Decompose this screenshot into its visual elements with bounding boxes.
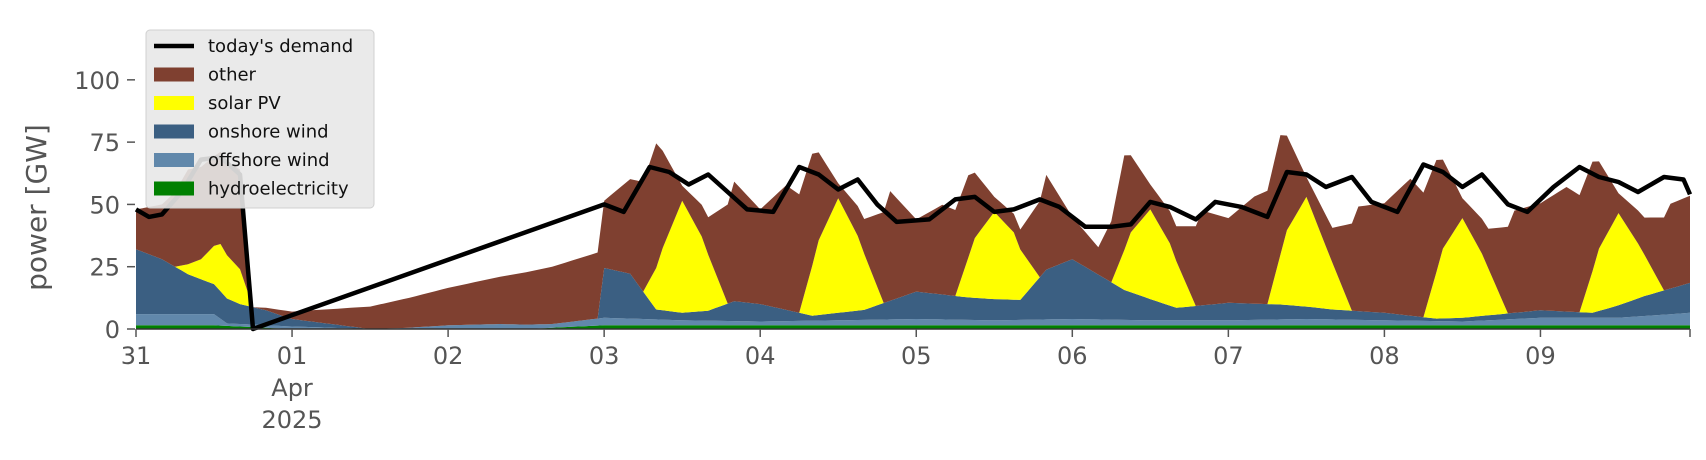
legend: today's demand other solar PV onshore wind o… — [145, 29, 375, 209]
area-other — [136, 135, 1690, 329]
stacked-areas — [136, 135, 1690, 329]
area-onshore-wind — [136, 249, 1690, 329]
y-axis-label: power [GW] — [20, 124, 53, 291]
legend-label: hydroelectricity — [208, 179, 349, 200]
x-tick-label: 06 — [1057, 342, 1088, 370]
x-tick-label: 09 — [1525, 342, 1556, 370]
legend-swatch — [154, 67, 194, 82]
x-tick-label: 07 — [1213, 342, 1244, 370]
legend-label: onshore wind — [208, 122, 329, 143]
legend-label: solar PV — [208, 93, 281, 114]
legend-label: other — [208, 65, 257, 86]
y-tick-label: 75 — [89, 129, 120, 157]
y-tick-label: 25 — [89, 254, 120, 282]
y-tick-label: 50 — [89, 191, 120, 219]
demand-line-layer — [134, 154, 1693, 332]
legend-swatch — [154, 124, 194, 139]
x-tick-label: 04 — [745, 342, 776, 370]
x-tick-label: 01 — [277, 342, 308, 370]
x-tick-label: 2025 — [262, 406, 323, 434]
legend-swatch — [154, 181, 194, 196]
area-offshore-wind — [136, 312, 1690, 329]
x-tick-label: 08 — [1369, 342, 1400, 370]
x-tick-label: Apr — [271, 374, 313, 402]
y-tick-label: 100 — [74, 67, 120, 95]
x-tick-label: 02 — [433, 342, 464, 370]
legend-frame — [145, 29, 375, 209]
x-tick-label: 31 — [121, 342, 152, 370]
y-tick-label: 0 — [105, 316, 120, 344]
demand-line — [134, 154, 1693, 332]
x-axis: 31 01 Apr 2025 02 03 04 05 06 07 08 09 — [121, 328, 1691, 434]
legend-swatch — [154, 153, 194, 167]
y-axis: 0 25 50 75 100 — [74, 67, 135, 344]
legend-swatch — [154, 96, 194, 110]
area-hydroelectricity — [136, 325, 1690, 329]
x-tick-label: 05 — [901, 342, 932, 370]
legend-label: today's demand — [208, 36, 353, 57]
x-tick-label: 03 — [589, 342, 620, 370]
legend-label: offshore wind — [208, 150, 330, 171]
area-solar-pv — [136, 196, 1690, 329]
